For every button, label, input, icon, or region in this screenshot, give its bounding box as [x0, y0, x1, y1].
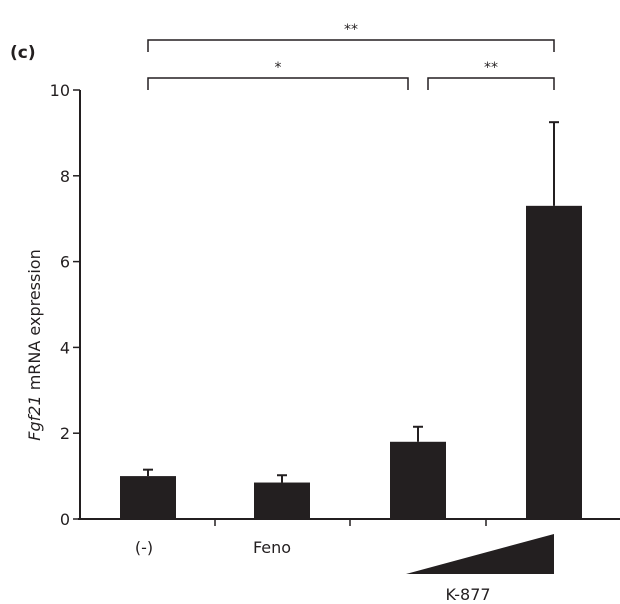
bar [390, 441, 446, 519]
bar [526, 205, 582, 519]
y-tick-label: 4 [60, 338, 70, 357]
y-tick-label: 0 [60, 510, 70, 529]
y-tick-label: 10 [50, 81, 70, 100]
y-axis-label-rest: mRNA expression [25, 249, 44, 395]
significance-label: ** [484, 60, 498, 76]
x-tick-label: Feno [253, 538, 291, 557]
y-tick-label: 6 [60, 253, 70, 272]
significance-bracket [147, 39, 555, 52]
bar [254, 482, 310, 519]
bar [120, 476, 176, 519]
panel-label: (c) [10, 43, 36, 63]
dose-triangle [406, 534, 554, 574]
significance-label: ** [344, 22, 358, 38]
group-label: K-877 [445, 585, 490, 604]
y-tick-label: 2 [60, 424, 70, 443]
y-axis-label-gene: Fgf21 [25, 395, 44, 440]
y-axis-label: Fgf21 mRNA expression [25, 249, 44, 440]
significance-bracket [147, 77, 409, 90]
x-tick-label: (-) [135, 538, 153, 557]
significance-bracket [427, 77, 555, 90]
y-tick-label: 8 [60, 167, 70, 186]
significance-label: * [275, 60, 282, 76]
